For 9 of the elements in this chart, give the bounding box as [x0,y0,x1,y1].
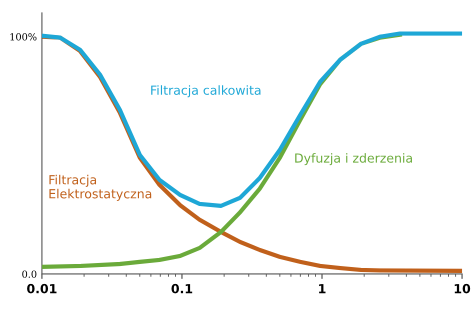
series-label: Dyfuzja i zderzenia [295,153,412,166]
x-tick-label: 10 [454,284,470,294]
text: Filtracja calkowita [151,85,260,98]
x-tick-label: 1 [319,284,326,294]
series-label: Filtracja Elektrostatyczna [49,174,152,201]
x-tick-label: 0.01 [27,284,56,294]
y-tick-label: 0.0 [22,270,36,278]
x-tick-label: 0.1 [171,284,192,294]
y-tick-label: 100% [10,33,37,41]
